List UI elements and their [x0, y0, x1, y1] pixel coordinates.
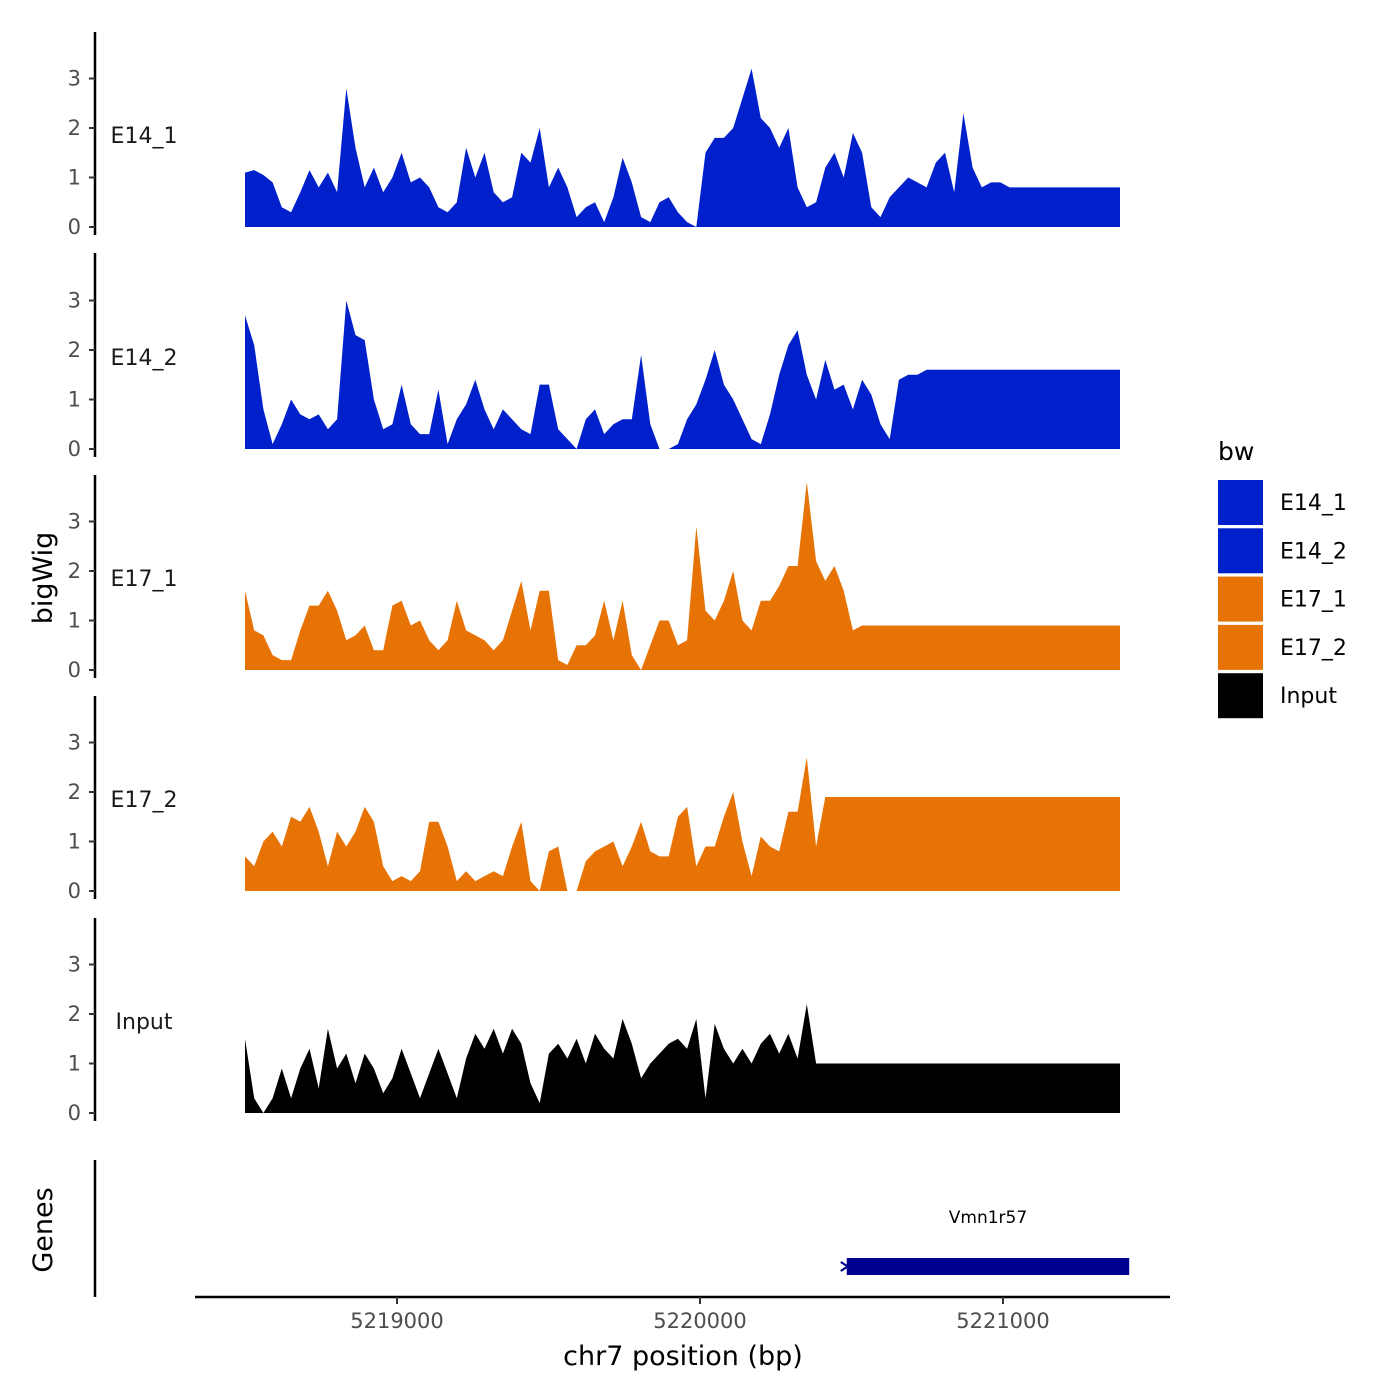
- coverage-area-E17_1: [245, 481, 1120, 670]
- coverage-area-Input: [245, 1004, 1120, 1113]
- legend-label: E14_1: [1280, 491, 1347, 516]
- y-tick-label: 1: [68, 830, 81, 854]
- y-tick-label: 0: [68, 215, 81, 239]
- legend-title: bw: [1218, 437, 1254, 466]
- track-label-E17_1: E17_1: [111, 567, 178, 592]
- legend-swatch: [1218, 673, 1263, 719]
- legend-swatch: [1218, 576, 1263, 622]
- x-axis: 5219000 5220000 5221000: [195, 1295, 1170, 1333]
- track-label-Input: Input: [116, 1010, 173, 1035]
- legend-label: Input: [1280, 684, 1337, 709]
- legend-label: E17_1: [1280, 588, 1347, 613]
- track-E17_1: 0 1 2 3 E17_1: [68, 475, 1120, 682]
- y-tick-label: 2: [68, 116, 81, 140]
- gene-body-Vmn1r57: [846, 1258, 1130, 1275]
- y-tick-label: 2: [68, 780, 81, 804]
- legend-item-E17_1: E17_1: [1218, 576, 1347, 622]
- y-axis-title: bigWig: [28, 532, 59, 625]
- legend-swatch: [1218, 528, 1263, 574]
- coverage-area-E17_2: [245, 757, 1120, 891]
- track-label-E14_1: E14_1: [111, 124, 178, 149]
- y-tick-label: 3: [68, 67, 81, 91]
- y-tick-label: 0: [68, 658, 81, 682]
- y-tick-label: 1: [68, 609, 81, 633]
- x-tick-label: 5221000: [956, 1309, 1050, 1333]
- gene-label: Vmn1r57: [949, 1208, 1027, 1228]
- genes-axis-title: Genes: [28, 1187, 59, 1272]
- y-tick-label: 0: [68, 879, 81, 903]
- legend-label: E17_2: [1280, 636, 1347, 661]
- x-tick-label: 5219000: [350, 1309, 444, 1333]
- y-tick-label: 3: [68, 510, 81, 534]
- track-Input: 0 1 2 3 Input: [68, 918, 1120, 1125]
- coverage-area-E14_1: [245, 68, 1120, 227]
- y-tick-label: 0: [68, 1101, 81, 1125]
- legend-swatch: [1218, 480, 1263, 525]
- x-tick-label: 5220000: [653, 1309, 747, 1333]
- legend-item-Input: Input: [1218, 673, 1337, 719]
- y-tick-label: 2: [68, 559, 81, 583]
- y-tick-label: 1: [68, 166, 81, 190]
- y-tick-label: 2: [68, 338, 81, 362]
- track-label-E14_2: E14_2: [111, 346, 178, 371]
- track-E17_2: 0 1 2 3 E17_2: [68, 696, 1120, 903]
- legend-item-E14_1: E14_1: [1218, 480, 1347, 525]
- legend-swatch: [1218, 624, 1263, 670]
- strand-arrow-icon: [840, 1261, 850, 1272]
- tracks-layer: 0 1 2 3 E14_1 0 1 2 3 E14_2 0 1 2 3 E17_1 0 1 2 3 E17_2 0 1 2 3…: [68, 32, 1120, 1125]
- y-tick-label: 1: [68, 388, 81, 412]
- legend: E14_1 E14_2 E17_1 E17_2 Input: [1218, 480, 1347, 719]
- y-tick-label: 2: [68, 1002, 81, 1026]
- coverage-area-E14_2: [245, 300, 1120, 449]
- legend-label: E14_2: [1280, 539, 1347, 564]
- y-tick-label: 3: [68, 289, 81, 313]
- y-tick-label: 1: [68, 1052, 81, 1076]
- track-E14_1: 0 1 2 3 E14_1: [68, 32, 1120, 239]
- track-E14_2: 0 1 2 3 E14_2: [68, 253, 1120, 461]
- y-tick-label: 3: [68, 953, 81, 977]
- legend-item-E17_2: E17_2: [1218, 624, 1347, 670]
- y-tick-label: 3: [68, 731, 81, 755]
- genes-track: Vmn1r57: [93, 1160, 1130, 1297]
- y-tick-label: 0: [68, 437, 81, 461]
- legend-item-E14_2: E14_2: [1218, 528, 1347, 574]
- track-label-E17_2: E17_2: [111, 788, 178, 813]
- x-axis-title: chr7 position (bp): [563, 1341, 803, 1372]
